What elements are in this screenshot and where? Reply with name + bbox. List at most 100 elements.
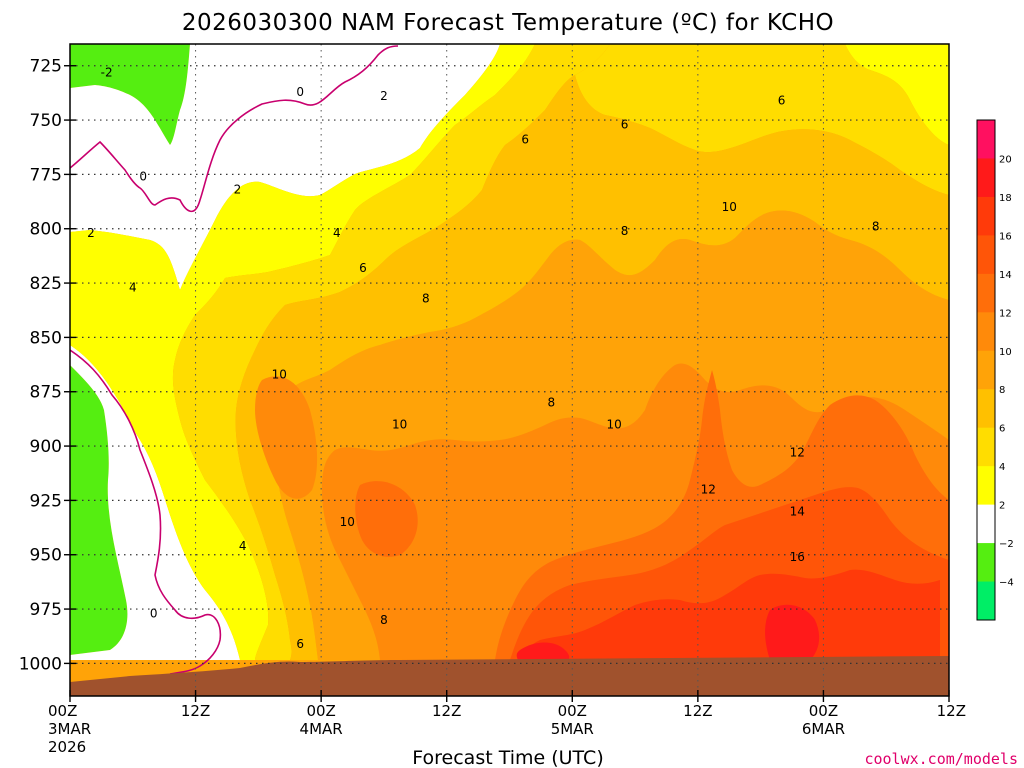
- y-tick-label: 900: [30, 437, 62, 457]
- contour-label: 6: [521, 133, 529, 147]
- temperature-field: [70, 44, 949, 696]
- colorbar-swatch: [977, 389, 995, 429]
- contour-label: 10: [392, 417, 407, 431]
- colorbar-label: 14: [999, 270, 1012, 281]
- colorbar: 20 18 16 14 12 10 8 6 4 2 −2 −4: [976, 119, 1014, 621]
- y-tick-label: 825: [30, 274, 62, 294]
- fill-red-18: [765, 604, 820, 660]
- colorbar-swatch: [977, 158, 995, 198]
- y-tick-label: 1000: [19, 654, 62, 674]
- fill-green-lower: [70, 365, 128, 655]
- fill-orange-6-8: [235, 75, 949, 660]
- x-tick-label: 12Z: [937, 702, 966, 720]
- contour-label: 12: [790, 446, 805, 460]
- contour-label: 6: [621, 117, 629, 131]
- contour-label: 6: [359, 261, 367, 275]
- x-tick-label: 00Z: [809, 702, 838, 720]
- contour-label: 8: [422, 291, 430, 305]
- contour-label: 10: [272, 367, 287, 381]
- x-date-label: 4MAR: [300, 720, 343, 738]
- contour-label: 16: [790, 550, 805, 564]
- colorbar-label: 4: [999, 462, 1005, 473]
- contour-label: 2: [234, 183, 242, 197]
- contour-label: 8: [872, 220, 880, 234]
- contour-label: 14: [790, 504, 805, 518]
- y-tick-label: 775: [30, 165, 62, 185]
- colorbar-swatch: [977, 350, 995, 390]
- x-tick-label: 12Z: [181, 702, 210, 720]
- colorbar-label: 10: [999, 347, 1012, 358]
- y-tick-label: 975: [30, 600, 62, 620]
- contour-label: 12: [701, 483, 716, 497]
- contour-zero-upper: [70, 45, 399, 213]
- y-tick-label: 925: [30, 491, 62, 511]
- colorbar-swatch: [977, 273, 995, 313]
- colorbar-label: 16: [999, 231, 1012, 242]
- contour-label: 10: [340, 515, 355, 529]
- credit-text: coolwx.com/models: [864, 750, 1018, 768]
- x-date-label: 6MAR: [802, 720, 845, 738]
- x-tick-label: 00Z: [306, 702, 335, 720]
- contour-label: 0: [139, 170, 147, 184]
- contour-label: 4: [333, 226, 341, 240]
- colorbar-swatch: [977, 427, 995, 467]
- contour-label: 8: [621, 224, 629, 238]
- colorbar-swatch: [977, 235, 995, 275]
- fill-red-18-left: [516, 642, 570, 660]
- contour-label: 6: [778, 94, 786, 108]
- x-axis-title: Forecast Time (UTC): [412, 747, 603, 768]
- contour-label: 4: [129, 280, 137, 294]
- fill-white-upper: [70, 44, 500, 290]
- contour-label: 0: [296, 85, 304, 99]
- contour-zero-lower: [70, 349, 222, 675]
- colorbar-label: −2: [999, 539, 1014, 550]
- colorbar-swatch: [977, 312, 995, 352]
- x-tick-label: 12Z: [683, 702, 712, 720]
- contour-label: -2: [101, 65, 113, 79]
- contour-label: 2: [380, 89, 388, 103]
- colorbar-label: 2: [999, 501, 1005, 512]
- fill-gold-right: [575, 44, 949, 195]
- colorbar-swatch: [977, 466, 995, 506]
- y-tick-label: 850: [30, 328, 62, 348]
- x-year-label: 2026: [48, 738, 86, 756]
- colorbar-label: 18: [999, 193, 1012, 204]
- fill-blob-10: [255, 376, 318, 499]
- chart-title: 2026030300 NAM Forecast Temperature (ºC)…: [182, 10, 834, 36]
- x-tick-label: 00Z: [48, 702, 77, 720]
- colorbar-label: 20: [999, 154, 1012, 165]
- gridlines: [70, 44, 949, 696]
- contour-labels: -2 0 0 0 2 2 2 4 4 4 6 6 6 6 6 8 8 8 8 8 10 10 10 10 10 12 12 14 16: [87, 65, 879, 651]
- contour-label: 4: [239, 539, 247, 553]
- colorbar-swatch: [977, 581, 995, 621]
- colorbar-label: 12: [999, 308, 1012, 319]
- plot-frame: [69, 43, 950, 697]
- colorbar-swatch: [977, 196, 995, 236]
- y-tick-label: 750: [30, 111, 62, 131]
- contour-label: 0: [150, 606, 158, 620]
- x-tick-label: 12Z: [432, 702, 461, 720]
- fill-white-lower: [70, 345, 240, 660]
- contour-label: 6: [296, 637, 304, 651]
- contour-label: 10: [722, 200, 737, 214]
- colorbar-swatch: [977, 504, 995, 544]
- colorbar-frame: [976, 119, 996, 621]
- y-tick-label: 800: [30, 220, 62, 240]
- contour-label: 8: [380, 613, 388, 627]
- x-date-label: 3MAR: [48, 720, 91, 738]
- fill-orange-8-10: [275, 210, 949, 660]
- x-tick-label: 00Z: [558, 702, 587, 720]
- colorbar-label: 8: [999, 385, 1005, 396]
- y-tick-label: 875: [30, 383, 62, 403]
- ground-surface: [70, 656, 949, 696]
- fill-yellow: [70, 44, 535, 660]
- fill-red-16-18: [520, 569, 940, 660]
- colorbar-swatch: [977, 120, 995, 159]
- colorbar-label: −4: [999, 578, 1014, 589]
- y-tick-label: 950: [30, 546, 62, 566]
- x-date-label: 5MAR: [551, 720, 594, 738]
- y-tick-label: 725: [30, 57, 62, 77]
- colorbar-label: 6: [999, 424, 1005, 435]
